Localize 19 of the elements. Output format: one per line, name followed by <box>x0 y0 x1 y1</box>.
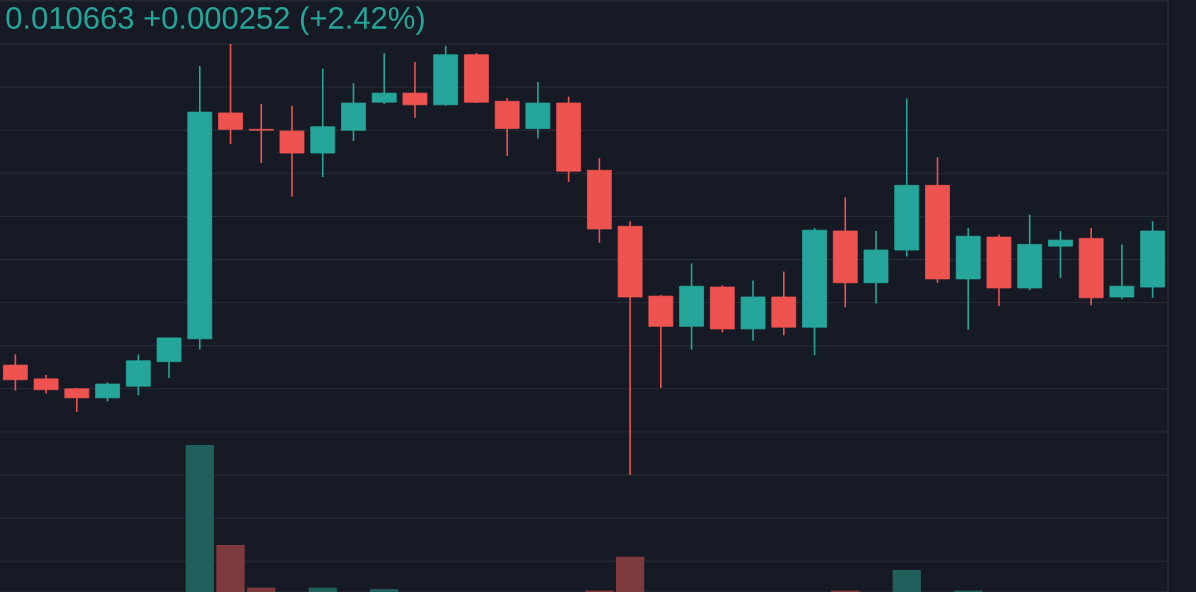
bar <box>615 556 645 592</box>
bar <box>308 587 337 592</box>
candlestick <box>279 104 305 198</box>
bar <box>216 544 245 592</box>
candlestick <box>1109 243 1135 300</box>
candlestick <box>156 337 182 379</box>
candlestick <box>33 374 59 395</box>
bar <box>892 569 921 592</box>
candlestick <box>248 103 274 164</box>
candlestick <box>95 381 120 403</box>
bar <box>185 445 214 592</box>
candlestick <box>1048 230 1073 279</box>
candlestick <box>2 353 28 392</box>
chart-title: 0.010663 +0.000252 (+2.42%) <box>6 6 424 36</box>
bar <box>370 589 399 592</box>
candlestick <box>218 43 243 145</box>
candlestick <box>402 61 428 119</box>
candlestick <box>371 52 397 105</box>
bar <box>247 587 276 592</box>
